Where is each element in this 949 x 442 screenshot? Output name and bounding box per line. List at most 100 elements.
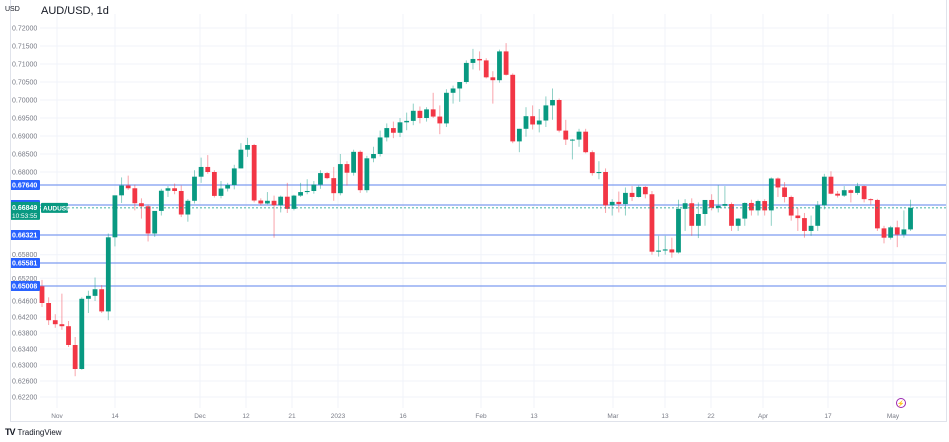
candle-body[interactable]	[483, 60, 489, 78]
candle-body[interactable]	[258, 200, 264, 204]
candle-body[interactable]	[563, 130, 569, 140]
candle-body[interactable]	[762, 201, 768, 211]
candle-body[interactable]	[570, 139, 575, 141]
candle-body[interactable]	[450, 88, 456, 93]
candle-body[interactable]	[238, 149, 244, 169]
candle-body[interactable]	[205, 166, 211, 172]
candle-body[interactable]	[298, 192, 303, 196]
lightning-event-icon[interactable]	[896, 398, 906, 408]
candle-body[interactable]	[231, 168, 237, 185]
candle-body[interactable]	[636, 186, 642, 197]
candle-body[interactable]	[795, 215, 801, 219]
candle-body[interactable]	[715, 205, 721, 208]
candle-body[interactable]	[497, 51, 502, 81]
candle-body[interactable]	[119, 185, 124, 196]
candle-body[interactable]	[662, 249, 668, 251]
candle-body[interactable]	[46, 303, 52, 321]
candle-body[interactable]	[39, 286, 45, 303]
candle-body[interactable]	[642, 186, 648, 195]
candle-body[interactable]	[66, 326, 71, 345]
candle-body[interactable]	[410, 110, 416, 121]
candle-body[interactable]	[556, 100, 562, 131]
candle-body[interactable]	[768, 178, 774, 211]
candle-body[interactable]	[603, 172, 608, 206]
candle-body[interactable]	[139, 203, 144, 207]
candle-body[interactable]	[351, 151, 357, 173]
candle-body[interactable]	[371, 154, 376, 159]
candle-body[interactable]	[377, 137, 383, 154]
candle-body[interactable]	[291, 195, 297, 209]
candle-body[interactable]	[868, 199, 874, 201]
candle-body[interactable]	[152, 210, 158, 234]
candle-body[interactable]	[656, 250, 661, 252]
candle-body[interactable]	[271, 200, 277, 206]
candle-body[interactable]	[225, 185, 231, 189]
candle-body[interactable]	[390, 128, 396, 133]
candle-body[interactable]	[536, 120, 542, 125]
candle-body[interactable]	[908, 207, 913, 230]
candle-body[interactable]	[444, 92, 449, 124]
candle-body[interactable]	[855, 186, 860, 193]
candle-body[interactable]	[337, 164, 343, 194]
candle-body[interactable]	[516, 128, 522, 142]
candle-body[interactable]	[105, 237, 111, 312]
candle-body[interactable]	[782, 187, 787, 197]
candle-body[interactable]	[52, 320, 58, 325]
candle-body[interactable]	[304, 190, 310, 193]
candle-body[interactable]	[669, 249, 675, 253]
candle-body[interactable]	[828, 176, 834, 194]
candle-body[interactable]	[755, 201, 761, 211]
candle-body[interactable]	[815, 205, 821, 226]
candle-body[interactable]	[676, 208, 681, 253]
candle-body[interactable]	[835, 193, 840, 196]
candle-body[interactable]	[99, 289, 105, 312]
candle-body[interactable]	[550, 100, 555, 106]
candle-body[interactable]	[841, 190, 847, 196]
candle-body[interactable]	[318, 173, 323, 185]
candle-body[interactable]	[112, 195, 118, 238]
candle-body[interactable]	[629, 192, 635, 197]
tradingview-brand[interactable]: TV TradingView	[5, 427, 62, 437]
candle-body[interactable]	[72, 345, 78, 369]
candle-body[interactable]	[384, 128, 390, 138]
candle-body[interactable]	[689, 203, 695, 226]
candle-body[interactable]	[404, 120, 410, 123]
candle-body[interactable]	[729, 204, 734, 226]
candle-body[interactable]	[576, 131, 582, 140]
candle-body[interactable]	[178, 190, 184, 215]
candle-body[interactable]	[437, 116, 443, 124]
candle-body[interactable]	[735, 218, 741, 226]
candle-body[interactable]	[430, 109, 436, 117]
candle-body[interactable]	[749, 202, 754, 211]
candle-body[interactable]	[722, 204, 728, 206]
candle-body[interactable]	[583, 131, 589, 153]
candle-body[interactable]	[848, 190, 854, 193]
candle-body[interactable]	[596, 172, 602, 174]
candle-body[interactable]	[79, 298, 85, 369]
candle-body[interactable]	[702, 199, 708, 214]
candle-body[interactable]	[185, 200, 191, 215]
candle-body[interactable]	[543, 105, 549, 121]
candle-body[interactable]	[477, 58, 482, 61]
candle-body[interactable]	[881, 228, 887, 238]
candle-body[interactable]	[808, 225, 814, 231]
candle-body[interactable]	[331, 178, 337, 194]
candle-body[interactable]	[344, 164, 350, 173]
candle-body[interactable]	[198, 166, 204, 177]
candle-body[interactable]	[695, 213, 701, 226]
candle-body[interactable]	[417, 110, 423, 118]
candle-body[interactable]	[284, 196, 290, 209]
candle-body[interactable]	[901, 229, 907, 235]
candle-body[interactable]	[59, 324, 65, 327]
candle-body[interactable]	[86, 295, 91, 299]
candle-body[interactable]	[172, 188, 177, 191]
candle-body[interactable]	[424, 109, 429, 118]
candle-body[interactable]	[457, 82, 463, 89]
candle-body[interactable]	[523, 116, 529, 129]
candle-body[interactable]	[165, 188, 171, 191]
candle-body[interactable]	[251, 145, 257, 201]
candle-body[interactable]	[265, 200, 270, 204]
candle-body[interactable]	[218, 188, 224, 196]
candle-body[interactable]	[364, 158, 370, 191]
